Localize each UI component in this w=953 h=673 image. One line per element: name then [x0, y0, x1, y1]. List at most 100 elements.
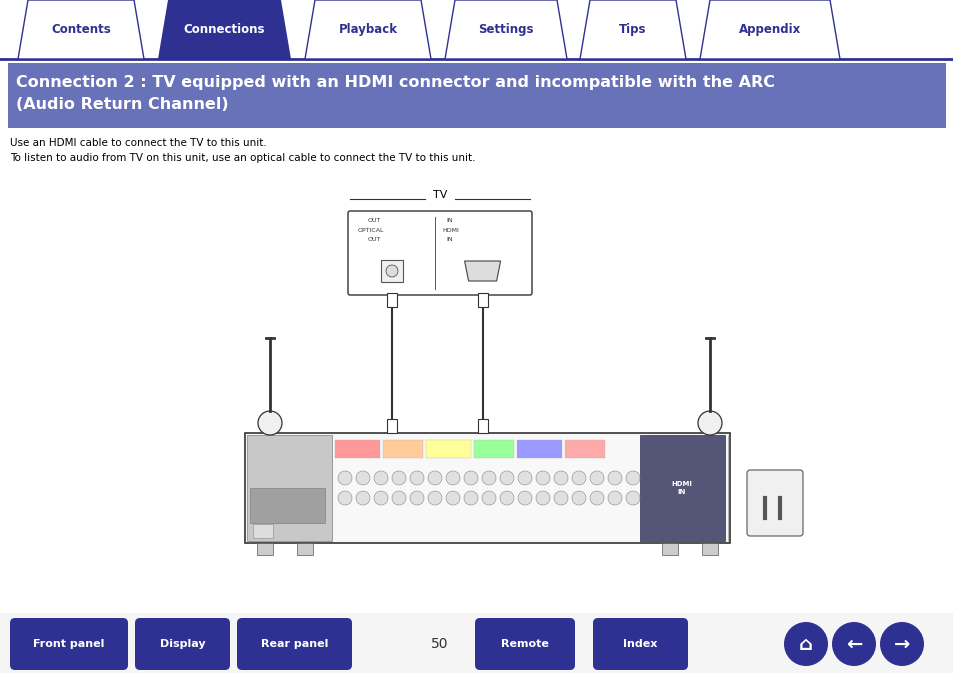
FancyBboxPatch shape	[253, 524, 273, 538]
Polygon shape	[444, 0, 566, 59]
Polygon shape	[464, 261, 500, 281]
Text: Rear panel: Rear panel	[260, 639, 328, 649]
Text: Connection 2 : TV equipped with an HDMI connector and incompatible with the ARC: Connection 2 : TV equipped with an HDMI …	[16, 75, 774, 90]
Circle shape	[463, 471, 477, 485]
FancyBboxPatch shape	[701, 543, 718, 555]
Text: Connections: Connections	[184, 23, 265, 36]
Text: HDMI
IN: HDMI IN	[671, 481, 692, 495]
FancyBboxPatch shape	[475, 618, 575, 670]
Circle shape	[257, 411, 282, 435]
Text: IN: IN	[446, 237, 453, 242]
FancyBboxPatch shape	[387, 293, 396, 307]
Circle shape	[831, 622, 875, 666]
Circle shape	[554, 471, 567, 485]
FancyBboxPatch shape	[135, 618, 230, 670]
FancyBboxPatch shape	[474, 440, 514, 458]
Circle shape	[481, 471, 496, 485]
FancyBboxPatch shape	[250, 488, 325, 523]
Circle shape	[446, 491, 459, 505]
Text: ⌂: ⌂	[799, 635, 812, 653]
Polygon shape	[579, 0, 685, 59]
Polygon shape	[18, 0, 144, 59]
FancyBboxPatch shape	[517, 440, 561, 458]
Text: Playback: Playback	[338, 23, 397, 36]
FancyBboxPatch shape	[477, 293, 487, 307]
Text: IN: IN	[446, 218, 453, 223]
FancyBboxPatch shape	[348, 211, 532, 295]
FancyBboxPatch shape	[593, 618, 687, 670]
FancyBboxPatch shape	[256, 543, 273, 555]
Circle shape	[499, 491, 514, 505]
Text: Tips: Tips	[618, 23, 646, 36]
Circle shape	[355, 471, 370, 485]
Circle shape	[607, 491, 621, 505]
Circle shape	[589, 471, 603, 485]
Circle shape	[428, 471, 441, 485]
Text: Remote: Remote	[500, 639, 548, 649]
Circle shape	[392, 471, 406, 485]
Circle shape	[374, 471, 388, 485]
Circle shape	[536, 471, 550, 485]
FancyBboxPatch shape	[236, 618, 352, 670]
Text: OUT: OUT	[368, 218, 381, 223]
FancyBboxPatch shape	[477, 419, 487, 433]
FancyBboxPatch shape	[382, 440, 422, 458]
FancyBboxPatch shape	[247, 435, 332, 541]
Text: Display: Display	[159, 639, 205, 649]
Circle shape	[698, 411, 721, 435]
Circle shape	[355, 491, 370, 505]
Circle shape	[386, 265, 397, 277]
Circle shape	[481, 491, 496, 505]
Text: Settings: Settings	[477, 23, 533, 36]
FancyBboxPatch shape	[380, 260, 402, 282]
Text: HDMI: HDMI	[442, 228, 459, 233]
FancyBboxPatch shape	[8, 63, 945, 128]
Circle shape	[783, 622, 827, 666]
Text: OUT: OUT	[368, 237, 381, 242]
FancyBboxPatch shape	[335, 440, 379, 458]
Text: 50: 50	[431, 637, 448, 651]
Circle shape	[554, 491, 567, 505]
Circle shape	[374, 491, 388, 505]
Text: Appendix: Appendix	[739, 23, 801, 36]
FancyBboxPatch shape	[0, 613, 953, 673]
Text: Contents: Contents	[51, 23, 111, 36]
FancyBboxPatch shape	[426, 440, 471, 458]
FancyBboxPatch shape	[746, 470, 802, 536]
Circle shape	[517, 491, 532, 505]
Circle shape	[499, 471, 514, 485]
Circle shape	[446, 471, 459, 485]
Text: Use an HDMI cable to connect the TV to this unit.: Use an HDMI cable to connect the TV to t…	[10, 138, 267, 148]
Text: ←: ←	[845, 635, 862, 653]
FancyBboxPatch shape	[661, 543, 678, 555]
Text: (Audio Return Channel): (Audio Return Channel)	[16, 97, 229, 112]
Circle shape	[879, 622, 923, 666]
Text: OPTICAL: OPTICAL	[357, 228, 384, 233]
Circle shape	[607, 471, 621, 485]
Circle shape	[572, 491, 585, 505]
FancyBboxPatch shape	[10, 618, 128, 670]
Text: →: →	[893, 635, 909, 653]
FancyBboxPatch shape	[245, 433, 729, 543]
Polygon shape	[305, 0, 431, 59]
Polygon shape	[700, 0, 840, 59]
Circle shape	[410, 471, 423, 485]
FancyBboxPatch shape	[639, 435, 724, 541]
Circle shape	[589, 491, 603, 505]
Circle shape	[517, 471, 532, 485]
Text: TV: TV	[433, 190, 447, 200]
Circle shape	[337, 471, 352, 485]
Circle shape	[625, 471, 639, 485]
Circle shape	[572, 471, 585, 485]
FancyBboxPatch shape	[564, 440, 604, 458]
FancyBboxPatch shape	[387, 419, 396, 433]
Circle shape	[536, 491, 550, 505]
Circle shape	[392, 491, 406, 505]
Circle shape	[337, 491, 352, 505]
Polygon shape	[158, 0, 291, 59]
Circle shape	[463, 491, 477, 505]
Circle shape	[410, 491, 423, 505]
Circle shape	[625, 491, 639, 505]
Text: Front panel: Front panel	[33, 639, 105, 649]
FancyBboxPatch shape	[296, 543, 313, 555]
